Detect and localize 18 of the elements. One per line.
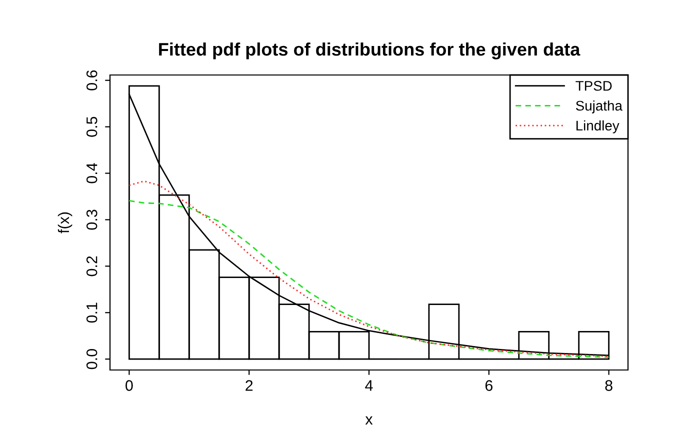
x-axis-title: x — [365, 416, 373, 424]
y-tick-label: 0.6 — [86, 70, 98, 90]
legend-label: Sujatha — [576, 100, 622, 114]
y-tick-label: 0.5 — [86, 116, 98, 137]
x-tick-label: 2 — [246, 380, 253, 391]
x-tick-label: 6 — [485, 380, 492, 391]
x-tick-label: 4 — [365, 380, 373, 391]
x-tick-label: 8 — [605, 380, 612, 391]
x-tick-label: 0 — [126, 380, 133, 391]
y-tick-label: 0.3 — [86, 210, 98, 230]
y-tick-label: 0.2 — [86, 256, 98, 276]
y-axis-title: f(x) — [58, 212, 72, 234]
legend-label: TPSD — [576, 80, 612, 91]
chart-title: Fitted pdf plots of distributions for the given data — [159, 42, 580, 60]
legend-label: Lindley — [576, 120, 620, 134]
y-tick-label: 0.1 — [86, 302, 98, 323]
y-tick-label: 0.4 — [86, 163, 98, 184]
y-tick-label: 0.0 — [86, 349, 98, 370]
